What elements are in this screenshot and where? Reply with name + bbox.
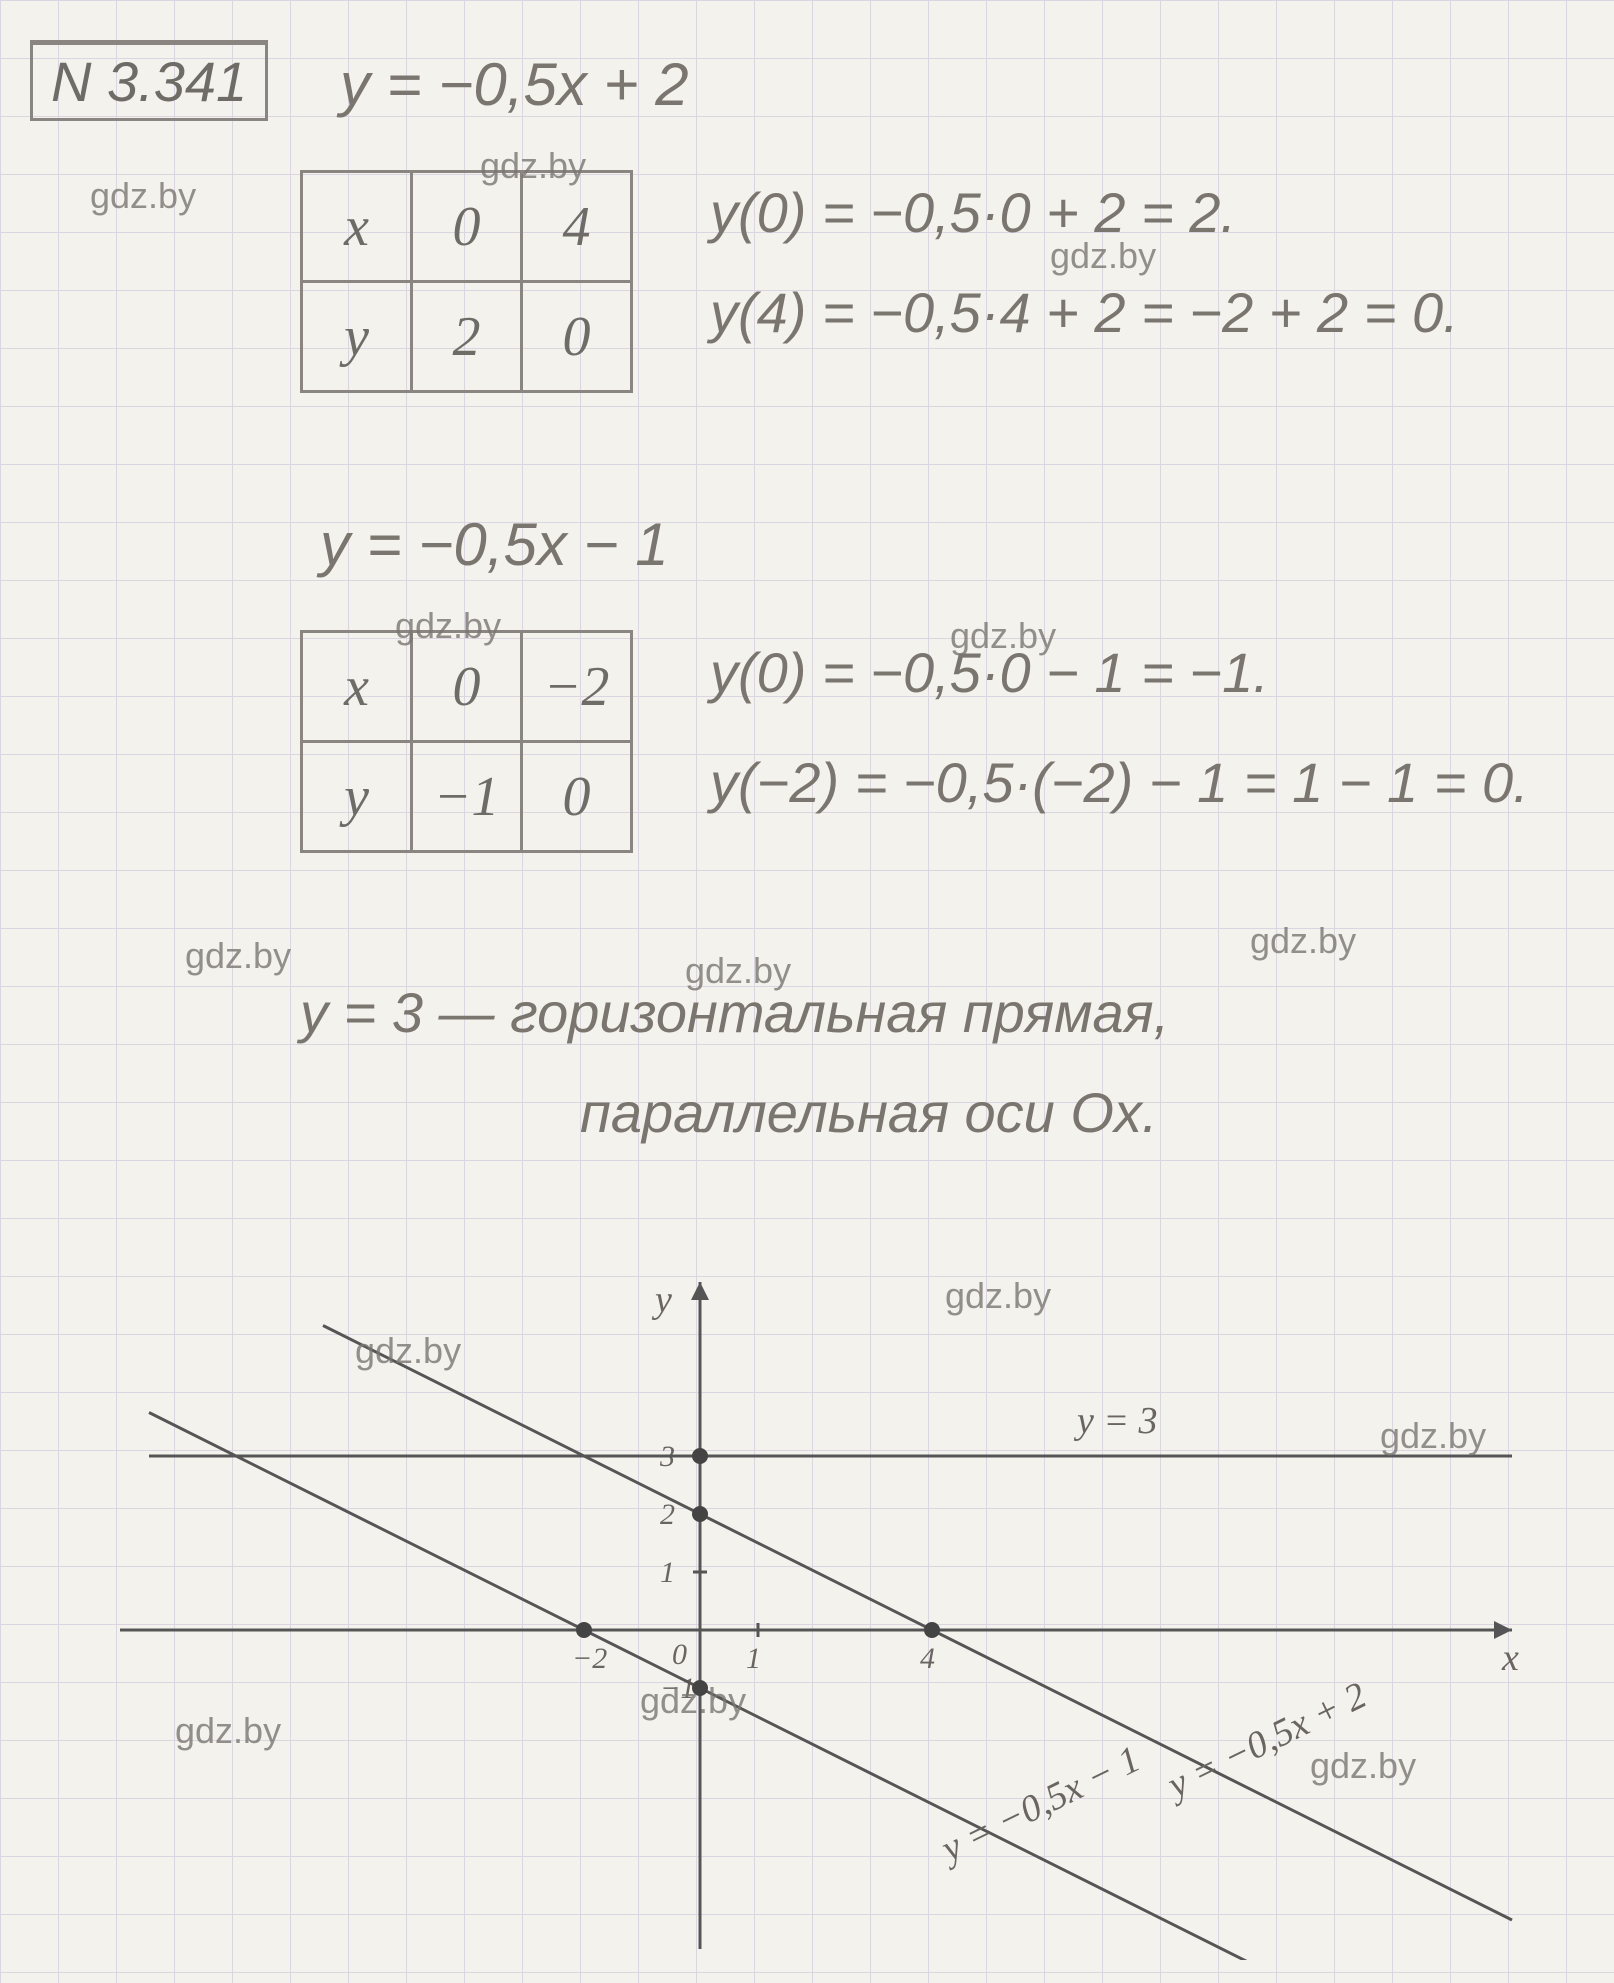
eq2-table-header-y: y xyxy=(302,742,412,852)
eq2-formula: y = −0,5x − 1 xyxy=(320,510,669,579)
eq1-table-header-y: y xyxy=(302,282,412,392)
svg-text:1: 1 xyxy=(660,1556,675,1589)
watermark: gdz.by xyxy=(1380,1415,1486,1457)
coordinate-graph: xy0−214−1123y = 3y = −0,5x + 2y = −0,5x … xyxy=(0,1200,1614,1960)
eq1-table: x 0 4 y 2 0 xyxy=(300,170,633,393)
watermark: gdz.by xyxy=(1310,1745,1416,1787)
eq1-table-y-0: 2 xyxy=(412,282,522,392)
eq2-table-header-x: x xyxy=(302,632,412,742)
svg-text:0: 0 xyxy=(672,1638,687,1671)
svg-text:y = 3: y = 3 xyxy=(1073,1400,1158,1442)
watermark: gdz.by xyxy=(950,615,1056,657)
eq1-formula: y = −0,5x + 2 xyxy=(340,50,689,119)
eq2-table-y-0: −1 xyxy=(412,742,522,852)
watermark: gdz.by xyxy=(640,1680,746,1722)
eq1-calc-1: y(0) = −0,5·0 + 2 = 2. xyxy=(710,180,1236,245)
watermark: gdz.by xyxy=(90,175,196,217)
watermark: gdz.by xyxy=(1250,920,1356,962)
watermark: gdz.by xyxy=(355,1330,461,1372)
svg-text:y = −0,5x − 1: y = −0,5x − 1 xyxy=(931,1738,1146,1872)
eq1-table-y-1: 0 xyxy=(522,282,632,392)
watermark: gdz.by xyxy=(1050,235,1156,277)
eq1-table-header-x: x xyxy=(302,172,412,282)
eq2-table: x 0 −2 y −1 0 xyxy=(300,630,633,853)
eq3-line2: параллельная оси Ox. xyxy=(580,1080,1158,1145)
watermark: gdz.by xyxy=(685,950,791,992)
watermark: gdz.by xyxy=(185,935,291,977)
watermark: gdz.by xyxy=(175,1710,281,1752)
svg-text:4: 4 xyxy=(920,1642,935,1675)
svg-text:x: x xyxy=(1501,1637,1519,1679)
eq2-table-x-0: 0 xyxy=(412,632,522,742)
eq1-calc-2: y(4) = −0,5·4 + 2 = −2 + 2 = 0. xyxy=(710,280,1459,345)
eq1-table-x-1: 4 xyxy=(522,172,632,282)
svg-text:2: 2 xyxy=(660,1498,675,1531)
watermark: gdz.by xyxy=(945,1275,1051,1317)
page-content: N 3.341 y = −0,5x + 2 x 0 4 y 2 0 y(0) =… xyxy=(0,0,1614,1983)
watermark: gdz.by xyxy=(480,145,586,187)
svg-text:y = −0,5x + 2: y = −0,5x + 2 xyxy=(1158,1674,1373,1808)
eq1-table-x-0: 0 xyxy=(412,172,522,282)
eq2-calc-2: y(−2) = −0,5·(−2) − 1 = 1 − 1 = 0. xyxy=(710,750,1529,815)
eq2-table-y-1: 0 xyxy=(522,742,632,852)
svg-text:−2: −2 xyxy=(572,1642,607,1675)
problem-number: N 3.341 xyxy=(51,50,247,113)
watermark: gdz.by xyxy=(395,605,501,647)
svg-text:1: 1 xyxy=(746,1642,761,1675)
eq2-table-x-1: −2 xyxy=(522,632,632,742)
svg-text:y: y xyxy=(651,1279,672,1321)
problem-number-box: N 3.341 xyxy=(30,40,268,121)
